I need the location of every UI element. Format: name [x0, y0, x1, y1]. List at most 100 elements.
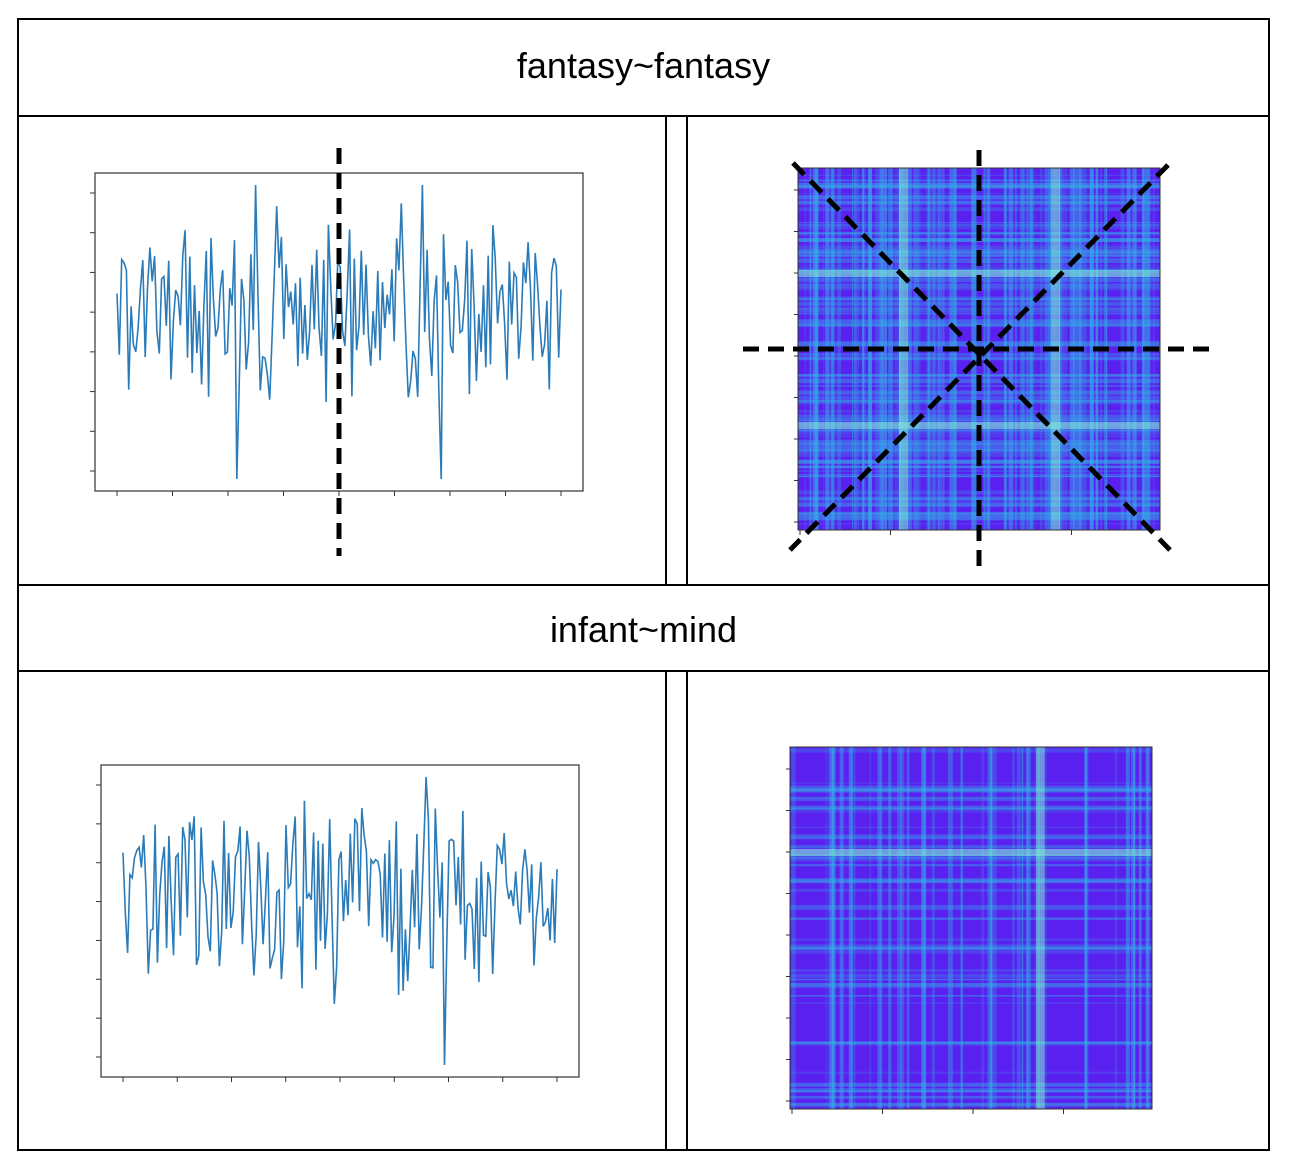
heatmap-row-band [798, 420, 1160, 422]
heatmap-row-band [790, 880, 1152, 884]
heatmap-row-band [790, 978, 1152, 981]
row-title-infant-mind: infant~mind [549, 609, 738, 650]
heatmap-row-band [798, 195, 1160, 200]
heatmap-row-band [790, 1071, 1152, 1075]
heatmap-row-band [790, 1103, 1152, 1105]
heatmap-column-band [809, 168, 812, 530]
heatmap-column-band [1084, 747, 1088, 1109]
heatmap-row-band [798, 442, 1160, 445]
heatmap-row-band [798, 268, 1160, 271]
heatmap-row-band [790, 863, 1152, 867]
heatmap-column-band [960, 747, 963, 1109]
heatmap-column-band [987, 747, 993, 1109]
heatmap-column-band [1012, 747, 1015, 1109]
heatmap-row-band [798, 192, 1160, 194]
heatmap-row-band [790, 748, 1152, 753]
heatmap-column-band [883, 168, 887, 530]
heatmap-row-band [798, 264, 1160, 269]
heatmap-row-band [790, 888, 1152, 892]
heatmap-column-band [1021, 747, 1024, 1109]
heatmap-row-band [798, 343, 1160, 347]
heatmap-column-band [921, 747, 926, 1109]
heatmap-column-band [992, 747, 997, 1109]
heatmap-row-band [790, 797, 1152, 802]
heatmap-row-band [790, 806, 1152, 810]
heatmap-row-band [790, 1090, 1152, 1093]
heatmap-column-band [815, 168, 818, 530]
heatmap-row-band [798, 396, 1160, 401]
heatmap-column-band [896, 747, 902, 1109]
heatmap-row-band [790, 836, 1152, 839]
heatmap-row-band [790, 853, 1152, 859]
heatmap-column-band [937, 168, 943, 530]
heatmap-column-band [1083, 747, 1089, 1109]
heatmap-row-band [790, 1040, 1152, 1046]
heatmap-column-band [884, 168, 888, 530]
heatmap-column-band [851, 747, 853, 1109]
heatmap-column-band [825, 747, 827, 1109]
heatmap-row-band [790, 788, 1152, 793]
heatmap-row-band [798, 443, 1160, 446]
heatmap-column-band [1058, 168, 1064, 530]
heatmap-column-band [853, 747, 856, 1109]
heatmap-column-band [888, 168, 893, 530]
heatmap-bright-row [790, 848, 1152, 856]
heatmap-frame [789, 746, 1153, 1110]
heatmap-row-band [798, 523, 1160, 525]
heatmap-column-band [1133, 747, 1136, 1109]
heatmap-row-band [798, 344, 1160, 347]
heatmap-column-band [900, 747, 905, 1109]
heatmap-row-band [790, 796, 1152, 800]
row-title-fantasy: fantasy~fantasy [516, 45, 771, 86]
heatmap-row-band [798, 341, 1160, 345]
heatmap-column-band [931, 747, 935, 1109]
heatmap-column-band [848, 747, 850, 1109]
fantasy-line-plot [90, 148, 584, 556]
heatmap-column-band [1008, 168, 1014, 530]
heatmap-column-band [1145, 747, 1149, 1109]
heatmap-column-band [1089, 168, 1093, 530]
heatmap-column-band [840, 747, 845, 1109]
heatmap-row-band [790, 1002, 1152, 1004]
heatmap-row-band [790, 878, 1152, 883]
heatmap-row-band [790, 938, 1152, 942]
heatmap-column-band [1132, 747, 1135, 1109]
heatmap-column-band [812, 168, 817, 530]
heatmap-column-band [1090, 168, 1094, 530]
heatmap-row-band [790, 946, 1152, 950]
heatmap-row-band [790, 845, 1152, 849]
heatmap-row-band [798, 518, 1160, 521]
heatmap-row-band [790, 789, 1152, 792]
heatmap-row-band [798, 490, 1160, 495]
heatmap-row-band [790, 1082, 1152, 1087]
heatmap-column-band [888, 747, 892, 1109]
heatmap-row-band [798, 323, 1160, 327]
heatmap-row-band [790, 834, 1152, 840]
heatmap-row-band [798, 470, 1160, 472]
heatmap-row-band [790, 1089, 1152, 1092]
heatmap-row-band [798, 222, 1160, 224]
heatmap-row-band [798, 390, 1160, 395]
heatmap-row-band [798, 245, 1160, 250]
heatmap-bright-column [1035, 747, 1045, 1109]
heatmap-column-band [947, 747, 953, 1109]
heatmap-row-band [790, 782, 1152, 784]
heatmap-row-band [798, 447, 1160, 451]
heatmap-column-band [849, 747, 853, 1109]
heatmap-row-band [798, 515, 1160, 519]
heatmap-row-band [790, 1105, 1152, 1107]
heatmap-cells [790, 747, 1152, 1109]
heatmap-column-band [913, 168, 919, 530]
heatmap-column-band [1114, 747, 1118, 1109]
heatmap-row-band [790, 785, 1152, 791]
heatmap-row-band [790, 949, 1152, 954]
heatmap-column-band [869, 747, 872, 1109]
line-series [122, 776, 558, 1066]
heatmap-column-band [861, 168, 865, 530]
heatmap-column-band [906, 747, 910, 1109]
heatmap-column-band [885, 168, 887, 530]
heatmap-row-band [790, 1042, 1152, 1044]
heatmap-column-band [832, 747, 835, 1109]
